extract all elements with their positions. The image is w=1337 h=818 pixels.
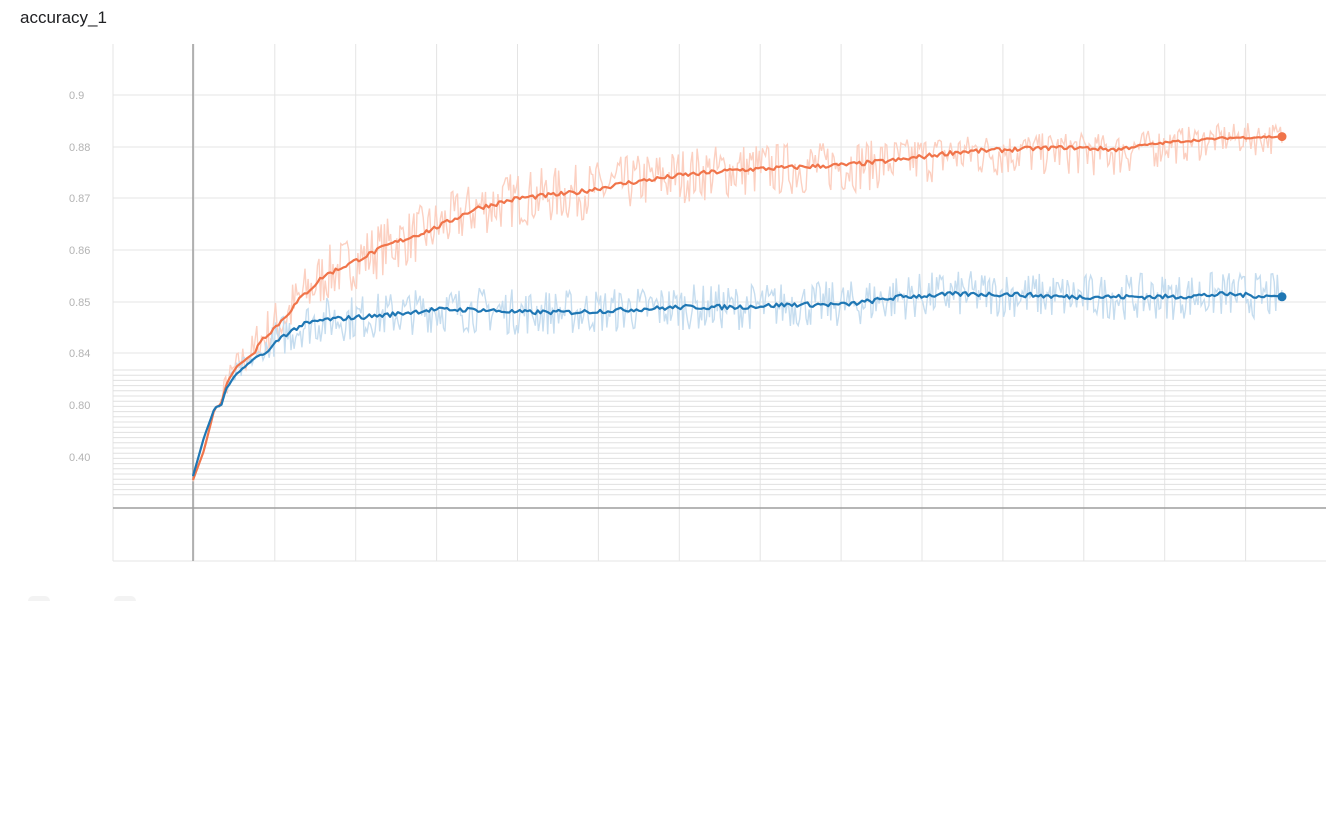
horizontal-gridlines	[113, 94, 1326, 562]
y-tick-labels: 0.40 0.80 0.84 0.85 0.86 0.87 0.88 0.9	[69, 90, 90, 464]
y-tick-label: 0.80	[69, 400, 90, 412]
y-tick-label: 0.86	[69, 245, 90, 257]
y-tick-label: 0.88	[69, 142, 90, 154]
series-layer	[191, 122, 1287, 482]
series-end-point	[1277, 292, 1287, 302]
series-smoothed-line	[191, 290, 1283, 477]
y-tick-label: 0.85	[69, 297, 90, 309]
y-tick-label: 0.87	[69, 193, 90, 205]
series-raw-line	[192, 271, 1283, 476]
chart-controls-placeholder	[28, 588, 200, 606]
series-end-point	[1277, 132, 1287, 142]
y-tick-label: 0.40	[69, 452, 90, 464]
series-smoothed-line	[191, 135, 1283, 481]
series-raw-line	[192, 122, 1283, 482]
toggle-y-log-icon[interactable]	[28, 596, 50, 601]
fit-domain-icon[interactable]	[114, 596, 136, 601]
y-tick-label: 0.9	[69, 90, 84, 102]
chart-title: accuracy_1	[20, 8, 107, 27]
y-tick-label: 0.84	[69, 348, 90, 360]
